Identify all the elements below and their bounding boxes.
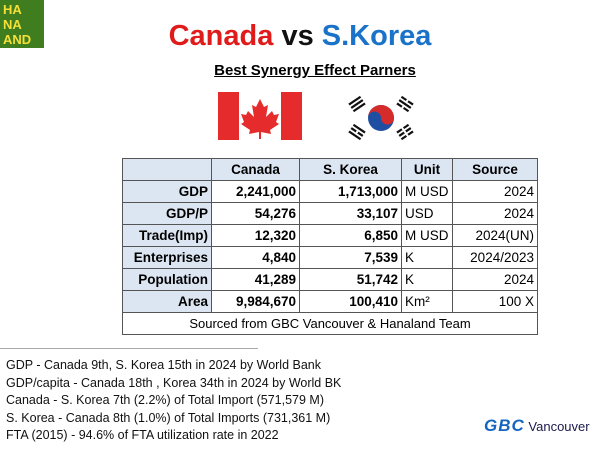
table-row: Enterprises 4,840 7,539 K 2024/2023 xyxy=(122,246,538,269)
row-label: Population xyxy=(122,268,212,291)
table-cell: 100 X xyxy=(452,290,538,313)
header-cell xyxy=(122,158,212,181)
table-cell: 12,320 xyxy=(211,224,300,247)
table-cell: 2024 xyxy=(452,180,538,203)
note: GDP/capita - Canada 18th , Korea 34th in… xyxy=(6,375,342,390)
table-cell: 9,984,670 xyxy=(211,290,300,313)
brand-city: Vancouver xyxy=(528,419,590,434)
table-cell: K xyxy=(401,268,453,291)
title: Canada vs S.Korea xyxy=(0,20,600,53)
logo: HA NA AND xyxy=(0,0,44,48)
header-cell: Canada xyxy=(211,158,300,181)
table-row: GDP/P 54,276 33,107 USD 2024 xyxy=(122,202,538,225)
comparison-table: Canada S. Korea Unit Source GDP 2,241,000 1,71… xyxy=(122,158,538,335)
table-cell: 2,241,000 xyxy=(211,180,300,203)
row-label: GDP/P xyxy=(122,202,212,225)
table-cell: USD xyxy=(401,202,453,225)
table-cell: Km² xyxy=(401,290,453,313)
note: GDP - Canada 9th, S. Korea 15th in 2024 … xyxy=(6,358,322,372)
footer-row: Sourced from GBC Vancouver & Hanaland Te… xyxy=(122,312,538,335)
note: FTA (2015) - 94.6% of FTA utilization ra… xyxy=(6,428,279,443)
header-cell: S. Korea xyxy=(299,158,402,181)
table-cell: 7,539 xyxy=(299,246,402,269)
table-row: Trade(Imp) 12,320 6,850 M USD 2024(UN) xyxy=(122,224,538,247)
korea-flag xyxy=(340,92,422,144)
header-cell: Source xyxy=(452,158,538,181)
table-cell: M USD xyxy=(401,224,453,247)
footer-cell: Sourced from GBC Vancouver & Hanaland Te… xyxy=(122,312,538,335)
table-row: Population 41,289 51,742 K 2024 xyxy=(122,268,538,291)
table-row: Area 9,984,670 100,410 Km² 100 X xyxy=(122,290,538,313)
table-row: GDP 2,241,000 1,713,000 M USD 2024 xyxy=(122,180,538,203)
notes: GDP - Canada 9th, S. Korea 15th in 2024 … xyxy=(6,357,341,445)
row-label: Enterprises xyxy=(122,246,212,269)
table-cell: 54,276 xyxy=(211,202,300,225)
row-label: Trade(Imp) xyxy=(122,224,212,247)
title-canada: Canada xyxy=(168,20,274,52)
brand-logo: GBC Vancouver xyxy=(484,416,590,436)
table-cell: 4,840 xyxy=(211,246,300,269)
table-cell: 2024 xyxy=(452,268,538,291)
table-cell: K xyxy=(401,246,453,269)
table-cell: 33,107 xyxy=(299,202,402,225)
row-label: GDP xyxy=(122,180,212,203)
logo-text: NA xyxy=(3,17,22,32)
title-vs: vs xyxy=(281,20,314,52)
table-cell: 2024(UN) xyxy=(452,224,538,247)
note: Canada - S. Korea 7th (2.2%) of Total Im… xyxy=(6,393,324,408)
table-cell: M USD xyxy=(401,180,453,203)
note: S. Korea - Canada 8th (1.0%) of Total Im… xyxy=(6,410,331,425)
logo-text: AND xyxy=(3,32,32,47)
header-cell: Unit xyxy=(401,158,453,181)
canada-flag xyxy=(218,92,302,140)
subtitle: Best Synergy Effect Parners xyxy=(214,62,416,79)
logo-text: HA xyxy=(3,2,22,17)
table-cell: 41,289 xyxy=(211,268,300,291)
table-cell: 100,410 xyxy=(299,290,402,313)
divider xyxy=(0,348,258,349)
table-cell: 6,850 xyxy=(299,224,402,247)
brand-gbc: GBC xyxy=(484,416,525,435)
title-korea: S.Korea xyxy=(321,20,432,52)
row-label: Area xyxy=(122,290,212,313)
table-cell: 2024/2023 xyxy=(452,246,538,269)
table-cell: 1,713,000 xyxy=(299,180,402,203)
table-cell: 51,742 xyxy=(299,268,402,291)
header-row: Canada S. Korea Unit Source xyxy=(122,158,538,181)
table-cell: 2024 xyxy=(452,202,538,225)
